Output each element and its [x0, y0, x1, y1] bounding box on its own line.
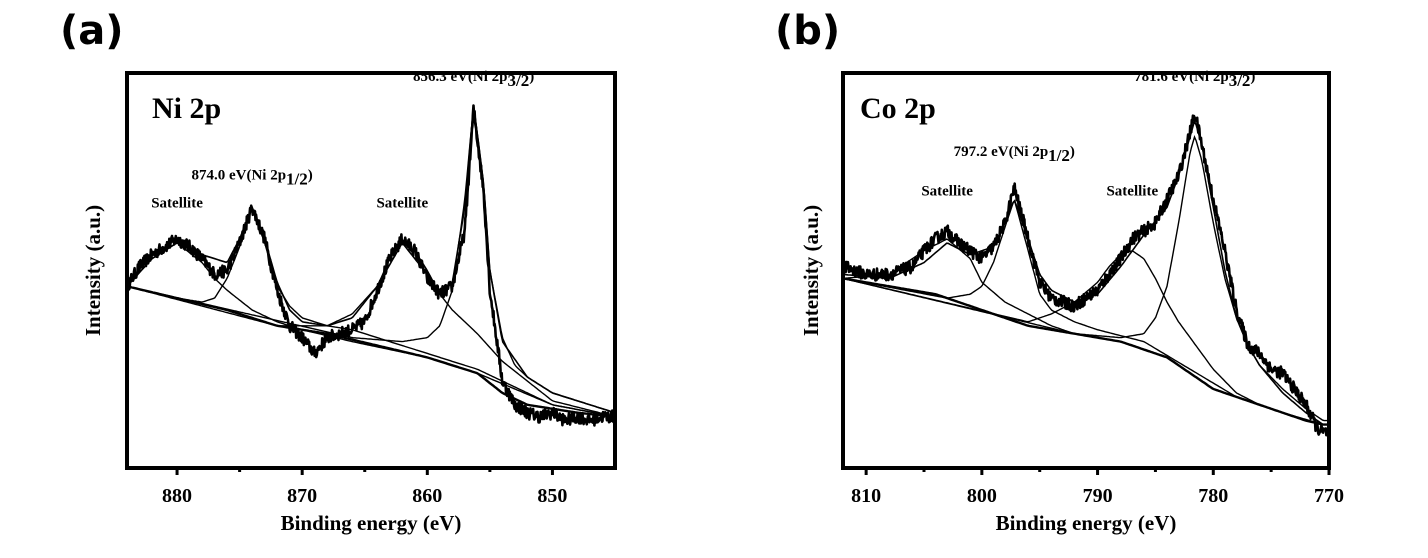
x-tick-label: 800: [967, 485, 997, 507]
x-tick-label: 880: [162, 485, 192, 507]
x-tick-label: 770: [1314, 485, 1344, 507]
peak-annotation: 781.6 eV(Ni 2p3/2): [1134, 69, 1255, 90]
peak-annotation: 856.3 eV(Ni 2p3/2): [413, 69, 534, 90]
panel-b-letter: (b): [775, 8, 841, 54]
panel-title: Co 2p: [860, 92, 936, 125]
series-fit-envelope: [843, 118, 1329, 426]
panel-b-co2p: 810 800 790 780 770 Binding energy (eV) Intens…: [799, 69, 1344, 535]
series-component-874: [127, 205, 615, 418]
satellite-label: Satellite: [921, 183, 973, 199]
x-tick-label: 790: [1083, 485, 1113, 507]
x-axis-title: Binding energy (eV): [996, 511, 1177, 535]
satellite-label: Satellite: [151, 195, 203, 211]
series-component-781.6: [843, 134, 1329, 422]
x-tick-label: 850: [537, 485, 567, 507]
x-tick-label: 780: [1198, 485, 1228, 507]
series-experimental: [843, 114, 1329, 437]
series-component-856.3: [127, 105, 615, 414]
plot-frame: [841, 71, 1331, 470]
series-component-satellite-880: [127, 242, 615, 418]
series-experimental: [127, 104, 615, 427]
plot-area: [843, 114, 1329, 437]
y-axis-title: Intensity (a.u.): [81, 205, 105, 336]
panel-a-letter: (a): [60, 8, 124, 54]
peak-annotation: 797.2 eV(Ni 2p1/2): [954, 144, 1075, 165]
x-tick-label: 860: [412, 485, 442, 507]
peak-annotation: 874.0 eV(Ni 2p1/2): [191, 168, 312, 189]
plot-frame: [125, 71, 617, 470]
plot-area: [127, 104, 615, 427]
panel-a-ni2p: 880 870 860 850 Binding energy (eV) Intensity…: [81, 69, 617, 535]
x-tick-label: 810: [851, 485, 881, 507]
satellite-label: Satellite: [376, 195, 428, 211]
series-background: [127, 285, 615, 418]
series-component-satellite-787: [843, 250, 1329, 426]
y-axis-title: Intensity (a.u.): [799, 205, 823, 336]
satellite-label: Satellite: [1106, 183, 1158, 199]
x-axis-title: Binding energy (eV): [281, 511, 462, 535]
series-component-satellite-862: [127, 242, 615, 418]
x-tick-label: 870: [287, 485, 317, 507]
series-component-797.2: [843, 199, 1329, 426]
panel-title: Ni 2p: [152, 92, 221, 125]
